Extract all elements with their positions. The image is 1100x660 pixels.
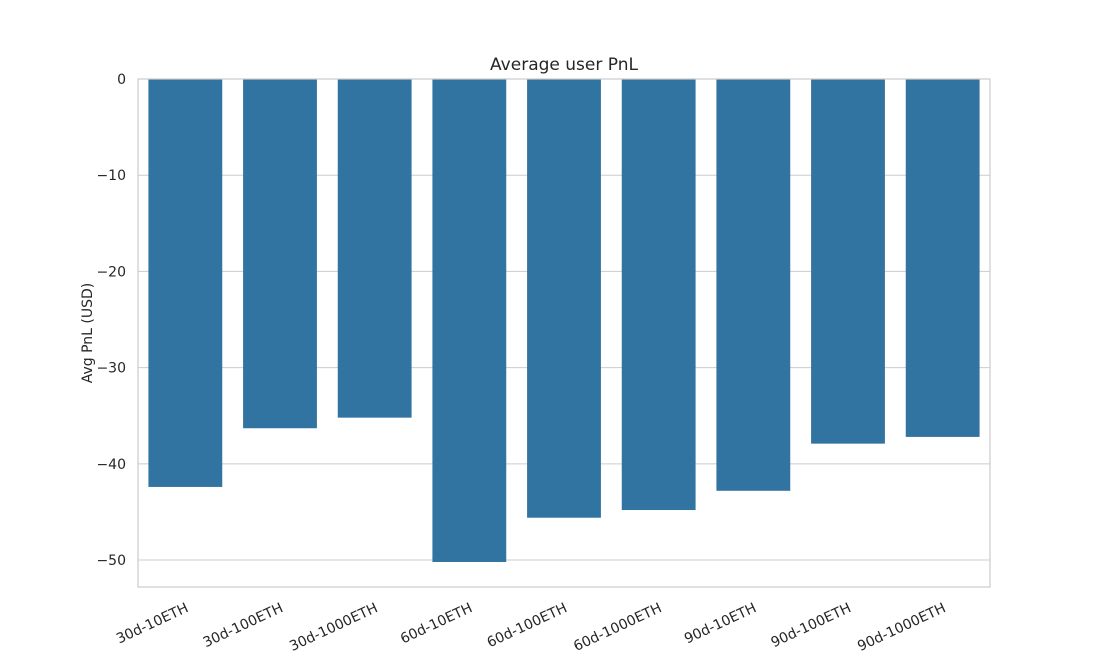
y-axis-label: Avg PnL (USD) [80,283,96,384]
y-tick-label: −40 [96,457,126,473]
bar-60d-100ETH [527,79,601,518]
plot-frame [137,78,991,588]
x-tick-labels: 30d-10ETH 30d-100ETH 30d-1000ETH 60d-10ETH 6… [114,600,948,655]
y-tick-label: 0 [117,72,126,88]
bar-60d-10ETH [432,79,507,562]
x-tick-label: 60d-1000ETH [571,600,664,655]
bar-30d-10ETH [148,79,223,487]
y-tick-label: −20 [96,264,126,280]
y-tick-labels: 0 −10 −20 −30 −40 −50 [96,72,126,569]
y-tick-label: −10 [96,168,126,184]
x-tick-label: 30d-100ETH [201,600,286,651]
x-tick-label: 30d-10ETH [114,600,191,647]
x-tick-label: 60d-10ETH [398,600,475,647]
bar-90d-100ETH [811,79,885,444]
x-tick-label: 90d-1000ETH [855,600,948,655]
bar-30d-1000ETH [337,79,412,418]
chart-title: Average user PnL [490,55,638,75]
bars [148,79,980,562]
y-tick-label: −30 [96,361,126,377]
bar-90d-1000ETH [905,79,980,437]
bar-30d-100ETH [243,79,317,429]
x-tick-label: 30d-1000ETH [287,600,380,655]
x-tick-label: 90d-10ETH [682,600,759,647]
x-tick-label: 90d-100ETH [769,600,854,651]
bar-90d-10ETH [716,79,791,491]
y-tick-label: −50 [96,553,126,569]
x-tick-label: 60d-100ETH [485,600,570,651]
bar-60d-1000ETH [621,79,696,511]
